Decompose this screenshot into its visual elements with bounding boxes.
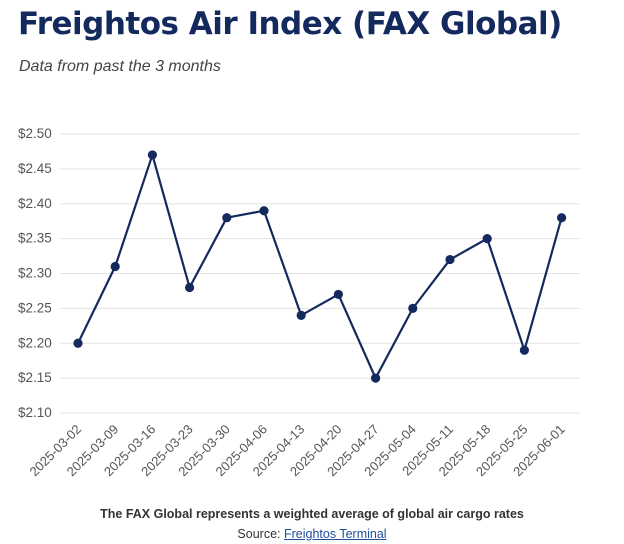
y-tick-label: $2.25: [18, 300, 52, 315]
source-link[interactable]: Freightos Terminal: [283, 527, 387, 541]
y-tick-label: $2.40: [18, 196, 52, 211]
data-point: [445, 254, 455, 265]
chart-subtitle: Data from past the 3 months: [19, 58, 221, 75]
chart-footnote: The FAX Global represents a weighted ave…: [100, 507, 524, 521]
y-tick-label: $2.45: [18, 161, 52, 176]
y-tick-label: $2.50: [18, 126, 52, 141]
data-point: [110, 261, 120, 272]
series-line: [77, 153, 563, 380]
y-tick-label: $2.30: [18, 266, 52, 281]
data-point: [259, 206, 269, 216]
data-point: [185, 282, 195, 293]
data-point: [519, 345, 530, 355]
data-point: [147, 150, 157, 160]
line-chart: $2.10 $2.15 $2.20 $2.25 $2.30 $2.35 $2.40 $2.45…: [18, 126, 580, 479]
source-label: Source:: [237, 527, 284, 541]
y-tick-label: $2.10: [18, 405, 52, 420]
data-point: [296, 310, 306, 320]
chart-title: Freightos Air Index (FAX Global): [18, 6, 562, 42]
y-tick-label: $2.35: [18, 231, 52, 246]
data-point: [333, 289, 343, 300]
data-point: [222, 213, 232, 223]
data-point: [408, 303, 418, 313]
data-point: [557, 213, 567, 223]
y-tick-label: $2.15: [18, 370, 52, 385]
source-line: Source: Freightos Terminal: [0, 527, 624, 541]
data-point: [482, 234, 492, 244]
data-point: [73, 338, 83, 348]
data-point: [371, 373, 381, 383]
y-tick-label: $2.20: [18, 335, 52, 350]
